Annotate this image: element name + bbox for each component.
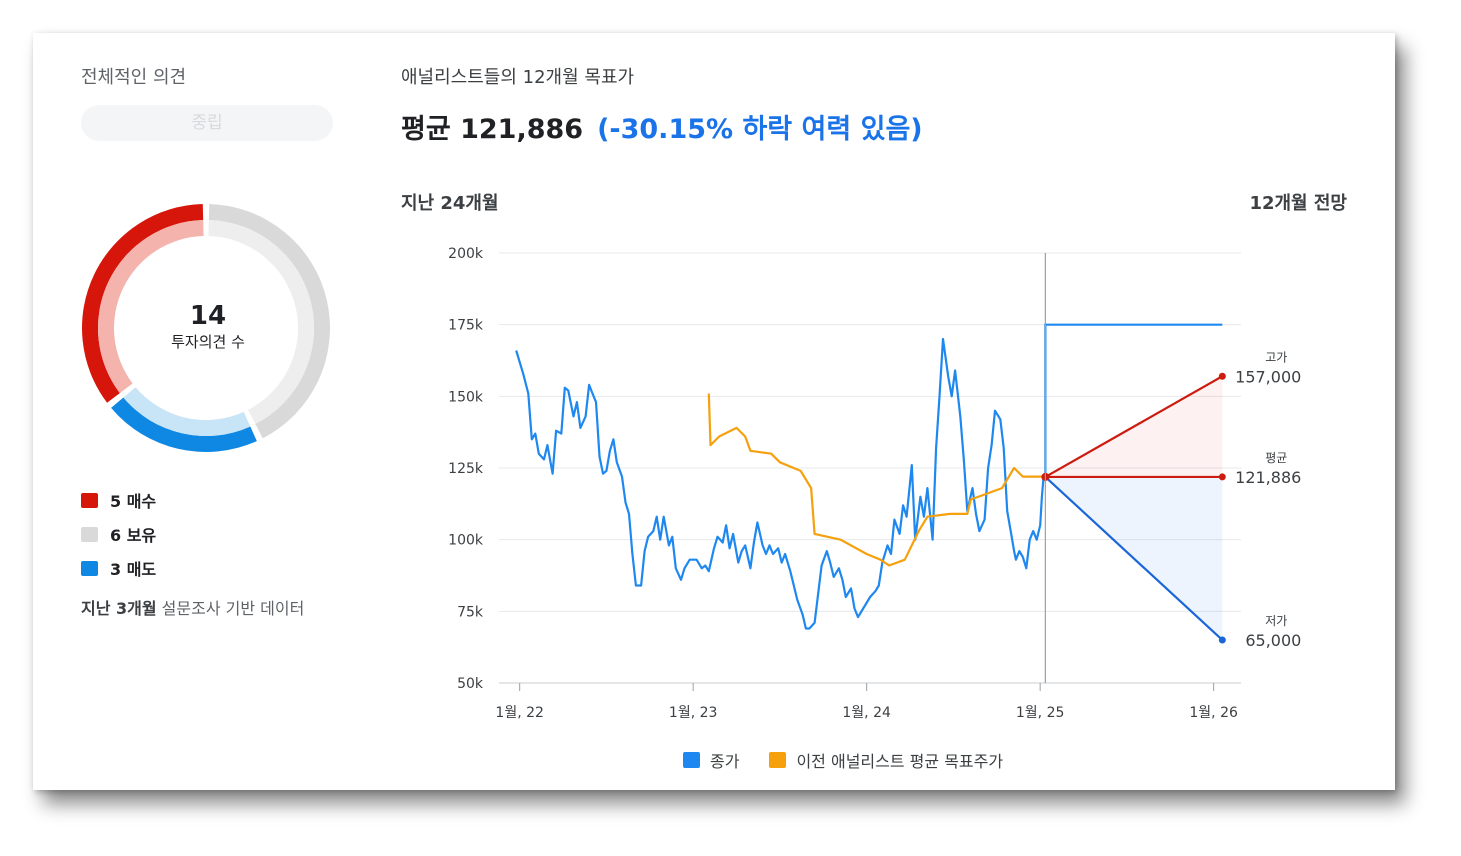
- forecast-low-value: 65,000: [1245, 631, 1301, 650]
- y-tick-label: 75k: [457, 604, 484, 620]
- x-tick-label: 1월, 24: [842, 705, 891, 721]
- sell-arc-inner: [123, 387, 251, 436]
- analyst-forecast-card: 전체적인 의견 중립 14 투자의견 수 5 매수 6 보유 3 매도 지난 3: [33, 33, 1395, 790]
- rating-panel: 전체적인 의견 중립 14 투자의견 수 5 매수 6 보유 3 매도 지난 3: [33, 33, 373, 790]
- price-target-title: 애널리스트들의 12개월 목표가: [401, 67, 635, 88]
- forecast-average-point: [1218, 473, 1226, 481]
- hold-swatch: [81, 526, 98, 542]
- legend-prev-target[interactable]: 이전 애널리스트 평균 목표주가: [769, 748, 1003, 772]
- prev-target-legend-label: 이전 애널리스트 평균 목표주가: [796, 752, 1004, 771]
- rating-legend: 5 매수 6 보유 3 매도: [81, 483, 156, 585]
- consensus-badge: 중립: [81, 105, 333, 141]
- donut-center: 14 투자의견 수: [133, 301, 283, 352]
- legend-buy: 5 매수: [81, 483, 156, 517]
- average-target: 평균 121,886 (-30.15% 하락 여력 있음): [401, 107, 923, 146]
- x-tick-label: 1월, 22: [495, 705, 544, 721]
- overall-opinion-title: 전체적인 의견: [81, 67, 187, 88]
- y-tick-label: 125k: [448, 461, 484, 477]
- sell-arc-outer: [111, 397, 257, 452]
- y-tick-label: 175k: [448, 318, 484, 334]
- legend-close[interactable]: 종가: [683, 748, 739, 772]
- past-period-label: 지난 24개월: [401, 193, 499, 214]
- prev-target-line: [707, 393, 1044, 567]
- hold-arc-outer: [208, 204, 330, 439]
- buy-swatch: [81, 492, 98, 508]
- chart-legend: 종가 이전 애널리스트 평균 목표주가: [683, 748, 1033, 772]
- x-tick-label: 1월, 26: [1189, 705, 1238, 721]
- forecast-low-label: 저가: [1265, 614, 1287, 628]
- buy-label: 5 매수: [110, 492, 157, 511]
- forecast-period-label: 12개월 전망: [1249, 193, 1347, 214]
- prev-target-swatch: [769, 752, 787, 768]
- price-chart: 고가 157,000 평균 121,886 저가 65,000 50k 75k 100k 125…: [448, 246, 1301, 721]
- forecast-average-value: 121,886: [1235, 468, 1301, 487]
- forecast-high-label: 고가: [1265, 350, 1287, 364]
- legend-sell: 3 매도: [81, 551, 156, 585]
- y-tick-label: 150k: [448, 389, 484, 405]
- hold-label: 6 보유: [110, 526, 157, 545]
- rating-count-label: 투자의견 수: [171, 333, 245, 351]
- survey-note-period: 지난 3개월: [81, 599, 157, 618]
- sell-label: 3 매도: [110, 560, 157, 579]
- close-legend-label: 종가: [710, 752, 740, 771]
- forecast-high-line: [1044, 375, 1223, 478]
- legend-hold: 6 보유: [81, 517, 156, 551]
- y-tick-label: 100k: [448, 533, 484, 549]
- average-target-value: 평균 121,886: [401, 114, 584, 145]
- y-tick-label: 50k: [457, 676, 484, 692]
- y-tick-label: 200k: [448, 246, 484, 262]
- hold-arc-inner: [208, 220, 314, 425]
- buy-arc-outer: [82, 204, 204, 403]
- buy-arc-inner: [98, 220, 204, 394]
- forecast-average-label: 평균: [1265, 451, 1287, 465]
- close-price-line: [515, 337, 1045, 630]
- forecast-low-point: [1218, 636, 1226, 644]
- forecast-low-line: [1044, 476, 1224, 641]
- downside-text: (-30.15% 하락 여력 있음): [597, 114, 923, 145]
- forecast-high-point: [1218, 372, 1226, 380]
- rating-donut: [82, 204, 330, 452]
- survey-note-text: 설문조사 기반 데이터: [156, 599, 305, 618]
- x-tick-label: 1월, 23: [669, 705, 718, 721]
- price-target-panel: 애널리스트들의 12개월 목표가 평균 121,886 (-30.15% 하락 여…: [401, 33, 1395, 790]
- rating-count: 14: [189, 301, 227, 331]
- x-tick-label: 1월, 25: [1016, 705, 1065, 721]
- close-swatch: [683, 752, 700, 768]
- forecast-high-value: 157,000: [1235, 367, 1301, 386]
- survey-note: 지난 3개월 설문조사 기반 데이터: [81, 595, 304, 619]
- sell-swatch: [81, 560, 98, 576]
